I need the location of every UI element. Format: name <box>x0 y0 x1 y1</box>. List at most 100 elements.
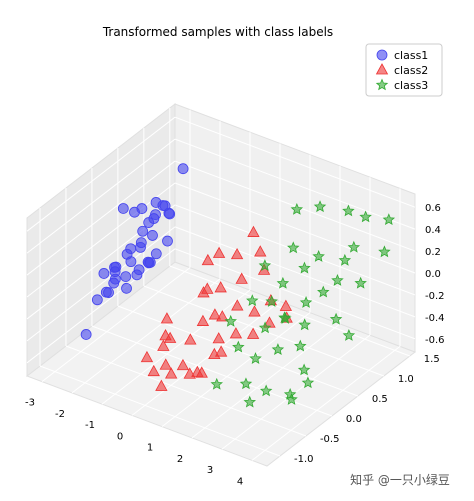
grid-line-z <box>174 138 416 230</box>
class3-point <box>224 314 237 327</box>
class2-point <box>157 339 170 351</box>
class2-point <box>214 345 228 357</box>
class1-point <box>91 294 103 306</box>
z-tick-label: -0.6 <box>425 335 445 346</box>
grid-line-y <box>39 365 281 457</box>
grid-line-y <box>65 345 307 437</box>
class1-point <box>164 208 176 220</box>
class2-point <box>147 364 160 377</box>
class3-point <box>312 250 325 262</box>
y-tick-label: 1.5 <box>424 354 440 365</box>
grid-line-x <box>41 267 191 383</box>
class1-point <box>150 197 162 208</box>
class3-point <box>287 241 300 254</box>
y-tick-label: -0.5 <box>320 434 340 445</box>
class1-point <box>177 163 189 175</box>
y-tick-label: 1.0 <box>398 374 414 385</box>
class3-point <box>258 321 272 334</box>
class2-point <box>164 367 178 379</box>
class2-point <box>246 327 260 339</box>
class2-point <box>176 358 190 371</box>
x-tick-label: -3 <box>25 398 35 409</box>
class3-point <box>276 276 290 289</box>
grid-line-z <box>174 182 416 274</box>
grid-line-x <box>131 300 281 416</box>
class1-point <box>100 286 112 298</box>
y-tick-label: -1.0 <box>294 454 314 465</box>
grid-line-z <box>26 138 176 254</box>
class2-point <box>254 245 267 257</box>
class3-point <box>378 245 391 258</box>
grid-line-y <box>169 265 410 357</box>
class2-point <box>231 299 244 311</box>
z-tick-label: -0.4 <box>425 313 445 324</box>
class1-point <box>135 241 146 253</box>
x-tick-label: -2 <box>55 409 65 420</box>
grid-line-x <box>221 334 371 450</box>
chart-title: Transformed samples with class labels <box>102 25 333 39</box>
grid-line-z <box>26 160 176 276</box>
class3-point <box>317 285 330 298</box>
grid-line-x <box>101 289 251 405</box>
class1-point <box>80 329 92 340</box>
class1-point <box>159 200 171 212</box>
class2-point <box>140 350 154 363</box>
legend-label-class2: class2 <box>394 64 428 77</box>
class2-point <box>201 253 215 266</box>
watermark: 知乎 @一只小绿豆 <box>350 472 450 487</box>
axis-ticks: -3 -2 -1 0 1 2 3 4 -1.0 -0.5 0.0 0.5 1.0 1.5 -0.6 -0.4 -… <box>25 203 445 487</box>
z-tick-label: 0.2 <box>425 247 441 258</box>
class1-point <box>147 230 158 241</box>
class3-point <box>246 294 259 307</box>
class3-point <box>271 343 285 355</box>
x-tick-label: 3 <box>207 465 213 476</box>
class1-point <box>136 203 148 214</box>
grid-line-z <box>174 226 416 318</box>
grid-line-x <box>251 345 401 461</box>
class2-point <box>235 272 248 284</box>
class3-point <box>298 318 311 331</box>
class2-point <box>247 225 260 237</box>
grid-line-z <box>174 248 416 340</box>
class1-point <box>117 203 129 214</box>
class3-point <box>249 352 262 364</box>
z-tick-label: 0.6 <box>425 203 441 214</box>
grid-line-z <box>26 182 176 298</box>
class3-point <box>298 261 311 274</box>
y-tick-label: 0.0 <box>346 414 362 425</box>
y-tick-label: 0.5 <box>372 394 388 405</box>
class2-point <box>196 314 210 326</box>
class2-point <box>230 247 244 260</box>
class1-point <box>137 225 149 237</box>
class1-point <box>148 213 160 224</box>
class1-point <box>162 235 173 247</box>
class3-point <box>294 339 307 352</box>
class2-point <box>279 299 293 311</box>
class2-point <box>248 305 261 317</box>
class2-point <box>159 358 172 370</box>
class3-point <box>301 376 315 389</box>
class3-point <box>382 213 396 226</box>
class3-point <box>347 240 361 253</box>
z-tick-label: 0.4 <box>425 225 441 236</box>
legend-label-class1: class1 <box>394 49 428 62</box>
class2-point <box>184 333 197 345</box>
class3-point <box>331 273 344 286</box>
class3-point <box>329 312 343 325</box>
class1-point <box>150 248 162 260</box>
class2-point <box>208 308 222 320</box>
class2-point <box>160 312 174 324</box>
data-points <box>80 163 396 408</box>
class3-point <box>313 200 327 213</box>
class1-point <box>125 256 137 268</box>
class3-point <box>342 204 355 217</box>
grid-line-y <box>117 305 359 397</box>
legend-marker-class3 <box>375 78 389 91</box>
class3-point <box>290 202 304 215</box>
class2-point <box>229 327 243 339</box>
class2-point <box>201 282 214 294</box>
class3-point <box>342 329 356 341</box>
class3-point <box>279 312 292 324</box>
x-tick-label: 0 <box>117 431 123 442</box>
class3-point <box>210 377 223 390</box>
